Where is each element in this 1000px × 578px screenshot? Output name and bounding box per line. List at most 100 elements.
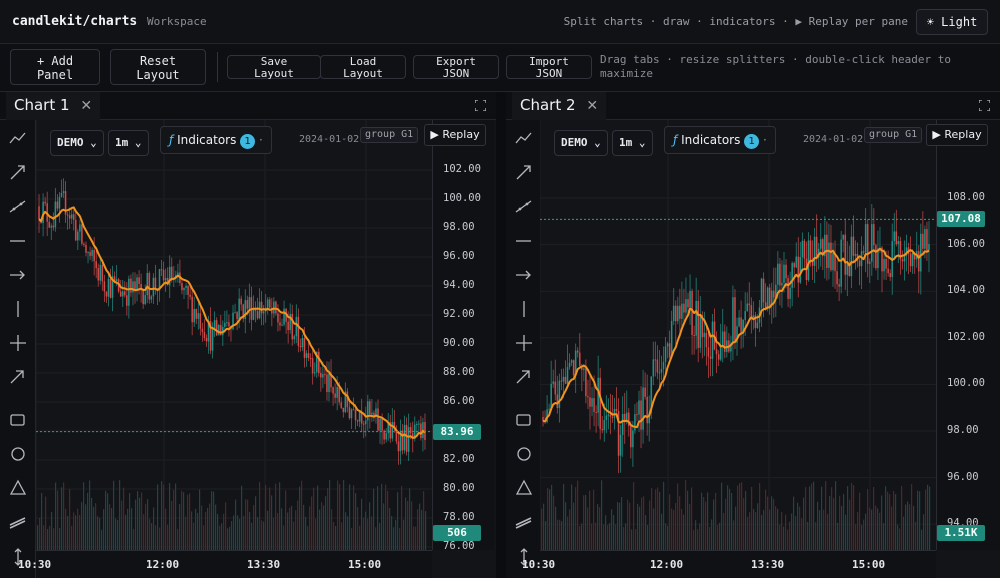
function-icon: ƒ xyxy=(169,133,174,147)
candlestick-svg[interactable] xyxy=(36,120,432,550)
replay-button[interactable]: ▶ Replay xyxy=(424,124,486,146)
candle-body xyxy=(287,321,289,331)
candle-body xyxy=(407,427,410,452)
candle-body xyxy=(660,369,663,373)
crosshair-icon[interactable] xyxy=(513,332,535,354)
candle-body xyxy=(271,307,273,314)
candle-body xyxy=(621,413,624,435)
horizontal-line-icon[interactable] xyxy=(7,230,29,252)
candle-body xyxy=(352,409,355,411)
trend-line-icon[interactable] xyxy=(513,128,535,150)
brush-icon[interactable] xyxy=(513,511,535,533)
candle-body xyxy=(234,312,236,314)
load-layout-button[interactable]: Load Layout xyxy=(320,55,406,80)
maximize-icon[interactable] xyxy=(979,100,990,111)
replay-button[interactable]: ▶ Replay xyxy=(926,124,988,146)
volume-bar xyxy=(591,523,593,550)
add-panel-button[interactable]: + Add Panel xyxy=(10,49,100,85)
tab-chart-2[interactable]: Chart 2 ✕ xyxy=(512,92,607,120)
volume-bar xyxy=(423,491,425,550)
vertical-line-icon[interactable] xyxy=(513,298,535,320)
volume-bar xyxy=(607,525,609,550)
circle-icon[interactable] xyxy=(513,443,535,465)
price-axis[interactable]: 108.00 106.00 104.00 102.00 100.00 98.00 96.00… xyxy=(936,120,1000,550)
panel-splitter[interactable] xyxy=(496,92,506,578)
indicators-button[interactable]: ƒ Indicators 1 · xyxy=(664,126,776,154)
candle-body xyxy=(699,314,702,348)
candle-body xyxy=(315,351,318,373)
candle-body xyxy=(350,409,353,419)
candle-body xyxy=(103,281,106,292)
symbol-select[interactable]: DEMO ⌄ xyxy=(50,130,104,156)
time-axis[interactable]: 10:30 12:00 13:30 15:00 xyxy=(18,550,432,578)
panel-header[interactable]: Chart 1 ✕ xyxy=(0,92,496,120)
panel-header[interactable]: Chart 2 ✕ xyxy=(506,92,1000,120)
horizontal-ray-icon[interactable] xyxy=(7,264,29,286)
rectangle-icon[interactable] xyxy=(513,409,535,431)
triangle-icon[interactable] xyxy=(7,477,29,499)
extended-line-icon[interactable] xyxy=(513,196,535,218)
triangle-icon[interactable] xyxy=(513,477,535,499)
candle-body xyxy=(715,349,718,355)
circle-icon[interactable] xyxy=(7,443,29,465)
measure-icon[interactable] xyxy=(7,546,29,568)
time-tick-label: 13:30 xyxy=(247,558,281,571)
more-dot-icon: · xyxy=(763,133,767,147)
import-json-button[interactable]: Import JSON xyxy=(506,55,592,80)
close-icon[interactable]: ✕ xyxy=(586,98,599,114)
candle-body xyxy=(183,287,185,291)
candlestick-svg[interactable] xyxy=(540,120,936,550)
close-icon[interactable]: ✕ xyxy=(80,98,93,114)
arrow-icon[interactable] xyxy=(7,366,29,388)
group-badge[interactable]: group G1 xyxy=(864,127,923,143)
replay-label: Replay xyxy=(442,128,480,141)
ray-icon[interactable] xyxy=(513,162,535,184)
reset-layout-button[interactable]: Reset Layout xyxy=(110,49,206,85)
vertical-line-icon[interactable] xyxy=(7,298,29,320)
volume-bar xyxy=(303,504,305,550)
candle-body xyxy=(38,206,40,220)
horizontal-line-icon[interactable] xyxy=(513,230,535,252)
theme-toggle-button[interactable]: ☀ Light xyxy=(916,9,988,35)
add-panel-label-2: Panel xyxy=(36,68,74,82)
brush-icon[interactable] xyxy=(7,511,29,533)
price-chart[interactable] xyxy=(540,120,936,550)
maximize-icon[interactable] xyxy=(475,100,486,111)
symbol-select[interactable]: DEMO ⌄ xyxy=(554,130,608,156)
volume-bar xyxy=(733,520,735,550)
rectangle-icon[interactable] xyxy=(7,409,29,431)
candle-body xyxy=(605,415,608,421)
candle-body xyxy=(54,201,57,228)
volume-bar xyxy=(891,506,893,550)
candle-body xyxy=(683,303,685,313)
interval-select[interactable]: 1m ⌄ xyxy=(612,130,653,156)
trend-line-icon[interactable] xyxy=(7,128,29,150)
arrow-icon[interactable] xyxy=(513,366,535,388)
volume-bar xyxy=(55,482,57,550)
indicators-button[interactable]: ƒ Indicators 1 · xyxy=(160,126,272,154)
export-json-button[interactable]: Export JSON xyxy=(413,55,499,80)
candle-body xyxy=(371,412,373,415)
volume-bar xyxy=(315,518,317,550)
volume-bar xyxy=(49,525,51,550)
tab-chart-1[interactable]: Chart 1 ✕ xyxy=(6,92,101,120)
crosshair-icon[interactable] xyxy=(7,332,29,354)
candle-body xyxy=(738,317,740,327)
price-chart[interactable] xyxy=(36,120,432,550)
measure-icon[interactable] xyxy=(513,546,535,568)
volume-bar xyxy=(645,515,647,550)
save-layout-button[interactable]: Save Layout xyxy=(227,55,321,80)
extended-line-icon[interactable] xyxy=(7,196,29,218)
volume-bar xyxy=(191,511,193,550)
candle-body xyxy=(685,299,687,313)
candle-body xyxy=(838,284,840,287)
horizontal-ray-icon[interactable] xyxy=(513,264,535,286)
volume-bar xyxy=(541,508,543,550)
interval-select[interactable]: 1m ⌄ xyxy=(108,130,149,156)
volume-bar xyxy=(809,486,811,550)
group-badge[interactable]: group G1 xyxy=(360,127,419,143)
time-axis[interactable]: 10:30 12:00 13:30 15:00 xyxy=(522,550,936,578)
ray-icon[interactable] xyxy=(7,162,29,184)
price-axis[interactable]: 102.00 100.00 98.00 96.00 94.00 92.00 90.00 88.… xyxy=(432,120,494,552)
volume-bar xyxy=(769,509,771,550)
